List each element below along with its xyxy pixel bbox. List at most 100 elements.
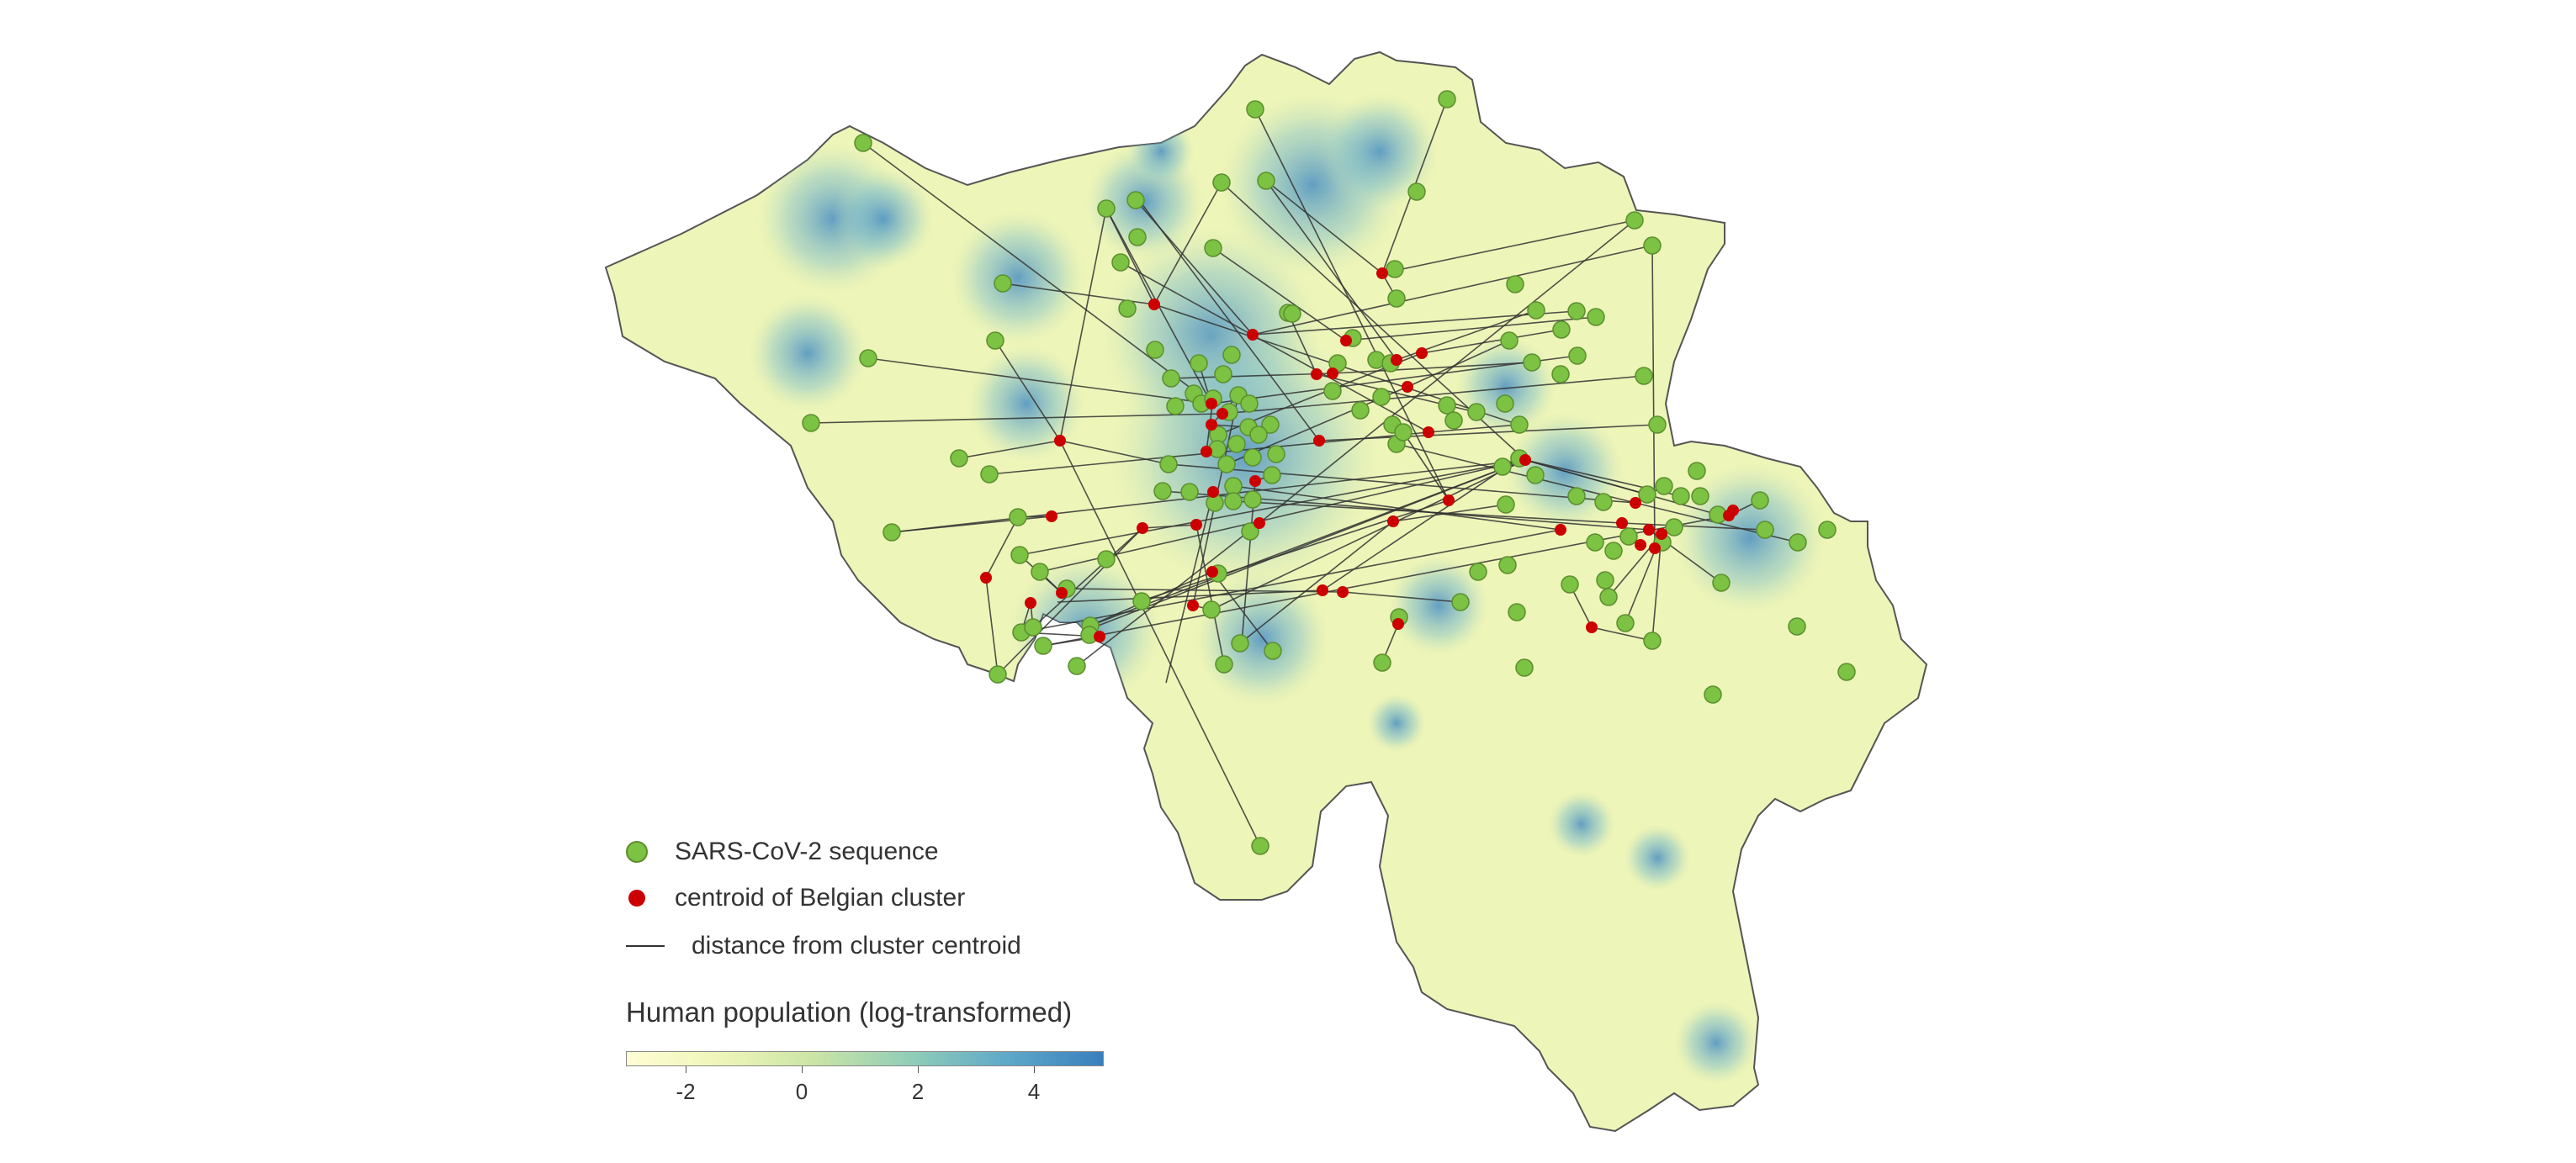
population-hotspot (1674, 1001, 1758, 1085)
centroid-point (1054, 435, 1066, 447)
centroid-point (1337, 586, 1349, 598)
population-density-layer (749, 93, 1826, 1085)
sequence-point (1523, 353, 1541, 372)
distance-line (1057, 589, 1323, 603)
sequence-point (1224, 477, 1243, 495)
distance-line (891, 459, 1526, 533)
sequence-point (1506, 275, 1524, 293)
sequence-point (1561, 575, 1579, 594)
centroid-point (1137, 522, 1148, 534)
distance-line (1402, 431, 1450, 501)
centroid-points (980, 267, 1739, 642)
sequence-point (1214, 365, 1232, 383)
centroid-point (1391, 354, 1402, 366)
distance-line (1059, 440, 1261, 847)
sequence-point (1241, 522, 1259, 541)
centroid-point (1555, 524, 1566, 536)
colorbar-tick-label: 2 (911, 1079, 925, 1104)
distance-line (1381, 219, 1635, 274)
sequence-point (1596, 571, 1614, 589)
population-hotspot (1195, 908, 1262, 975)
distance-line (994, 340, 1061, 441)
sequence-point (1257, 172, 1275, 190)
population-hotspot (1195, 572, 1329, 706)
sequence-point (1567, 487, 1586, 505)
centroid-point (1247, 329, 1259, 341)
distance-line (1153, 182, 1222, 305)
sequence-point (1394, 423, 1413, 441)
legend-sequence: SARS-CoV-2 sequence (626, 838, 939, 866)
population-hotspot (1548, 790, 1615, 858)
distance-line (1287, 312, 1317, 375)
centroid-point (1586, 621, 1598, 633)
sequence-point (1267, 445, 1285, 463)
colorbar-tick (918, 1066, 919, 1073)
centroid-point (1376, 267, 1388, 279)
distance-line (1421, 329, 1562, 354)
centroid-point (1207, 486, 1219, 498)
sequence-point (1351, 401, 1370, 420)
sequence-point (1638, 485, 1656, 504)
legend-centroid-label: centroid of Belgian cluster (675, 884, 966, 912)
centroid-point (1643, 524, 1655, 536)
sequence-point (1246, 100, 1264, 119)
centroid-point (1254, 517, 1265, 529)
sequence-point (1010, 546, 1029, 564)
centroid-point (1630, 497, 1641, 509)
centroid-point (1206, 398, 1217, 410)
sequence-point (1386, 260, 1404, 278)
sequence-point (1497, 495, 1515, 514)
sequence-point (1648, 415, 1667, 434)
centroid-point (1025, 597, 1036, 609)
population-hotspot (1455, 336, 1556, 437)
distance-line (1428, 424, 1520, 433)
colorbar-tick (1034, 1066, 1035, 1073)
sequence-point (1126, 191, 1145, 209)
sequence-point (1691, 487, 1709, 505)
distance-line (1020, 529, 1561, 633)
centroid-point (1148, 299, 1160, 310)
distance-line (1239, 521, 1394, 644)
sequence-point (1586, 533, 1604, 552)
distance-line (862, 142, 1212, 404)
centroid-point (1416, 347, 1428, 359)
legend-distance-label: distance from cluster centroid (692, 932, 1021, 959)
legend-sequence-label: SARS-CoV-2 sequence (675, 838, 939, 865)
distance-line (1066, 588, 1344, 593)
sequence-point (1552, 320, 1571, 339)
sequence-point (1372, 388, 1391, 406)
sequence-point (1128, 228, 1147, 246)
sequence-point (1496, 394, 1514, 413)
centroid-point (1249, 475, 1261, 487)
sequence-point (1756, 521, 1774, 539)
colorbar-tick-label: -2 (676, 1079, 696, 1104)
legend-distance: distance from cluster centroid (626, 932, 1021, 960)
sequence-point (989, 665, 1007, 684)
sequence-point (1599, 588, 1618, 606)
distance-line (1396, 443, 1636, 504)
sequence-point (1132, 592, 1151, 611)
centroid-point (1519, 454, 1531, 466)
sequence-point (1068, 657, 1086, 675)
centroid-point (1635, 539, 1646, 551)
centroid-point (1327, 367, 1338, 379)
sequence-point (1180, 483, 1199, 501)
sequence-point (802, 414, 820, 432)
sequence-point (1665, 518, 1683, 537)
centroid-point (1216, 408, 1228, 420)
sequence-point (1217, 455, 1236, 473)
sequence-point (1264, 642, 1282, 660)
centroid-point (1340, 335, 1352, 346)
sequence-point (1249, 426, 1268, 444)
distance-line (1621, 522, 1766, 531)
distance-line (1651, 533, 1662, 642)
distance-line (1212, 247, 1347, 341)
sequence-point (1655, 477, 1673, 495)
distance-line (1042, 515, 1730, 647)
sequence-point (1166, 397, 1185, 415)
sequence-point (1818, 521, 1837, 539)
sequence-point (1751, 491, 1769, 510)
sequence-point (1493, 457, 1512, 476)
distance-line-icon (626, 945, 665, 947)
sequence-point (1551, 365, 1570, 383)
